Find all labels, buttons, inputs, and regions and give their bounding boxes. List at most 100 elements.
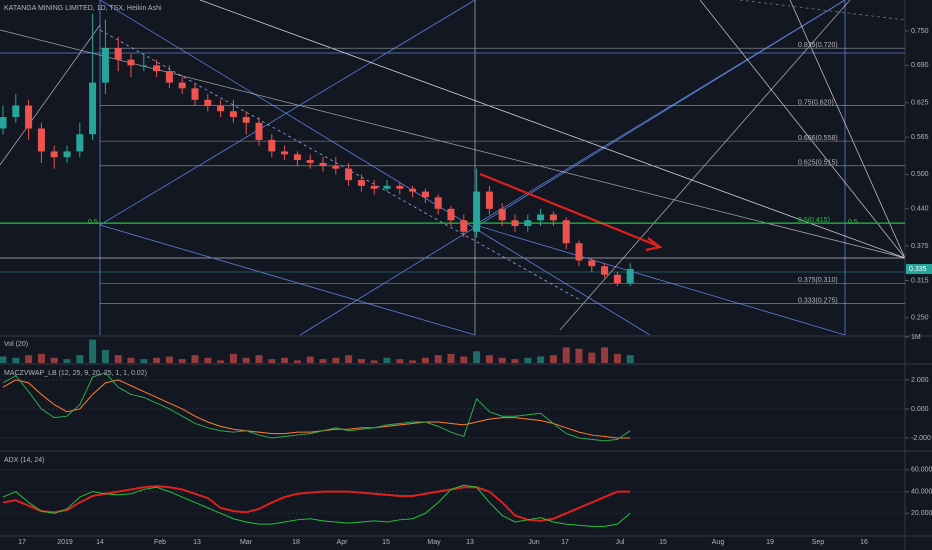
candle-body: [485, 191, 493, 209]
x-tick-label: Mar: [240, 539, 253, 546]
volume-bar: [524, 357, 532, 363]
fib-label: 0.875(0.720): [798, 42, 838, 49]
candle-body: [50, 151, 58, 158]
volume-bar: [613, 353, 621, 363]
y-tick-label: 60.000: [911, 467, 932, 474]
candle-body: [165, 71, 173, 83]
x-tick-label: 15: [382, 539, 390, 546]
candle-body: [268, 139, 276, 152]
fib-side-label: 0.5: [88, 219, 98, 226]
candle-body: [537, 214, 545, 221]
candle-body: [434, 197, 442, 209]
candle-body: [217, 105, 225, 112]
candle-body: [396, 185, 404, 189]
volume-bar: [511, 359, 519, 363]
volume-bar: [127, 357, 135, 363]
candle-body: [575, 243, 583, 261]
candle-body: [409, 188, 417, 192]
x-tick-label: 17: [18, 539, 26, 546]
volume-bar: [37, 353, 45, 363]
last-price-label: 0.335: [909, 266, 927, 273]
chart-title: KATANGA MINING LIMITED, 1D, TSX, Heikin …: [4, 5, 162, 12]
indicator-line: [2, 379, 631, 439]
candle-body: [498, 208, 506, 221]
y-tick-label: 0.690: [911, 62, 929, 69]
volume-bar: [178, 359, 186, 363]
indicator-line: [2, 484, 631, 527]
volume-bar: [114, 355, 122, 363]
volume-bar: [76, 355, 84, 363]
volume-bar: [281, 357, 289, 363]
volume-bar: [332, 357, 340, 363]
x-tick-label: Jul: [616, 539, 625, 546]
candle-body: [37, 128, 45, 152]
fib-label: 0.75(0.620): [798, 99, 834, 106]
volume-bar: [63, 359, 71, 363]
volume-bar: [165, 356, 173, 363]
y-tick-label: 2.000: [911, 377, 929, 384]
x-tick-label: Aug: [712, 539, 725, 546]
pane-title: Vol (20): [4, 341, 28, 348]
candle-body: [613, 274, 621, 284]
last-price-tag: [906, 264, 932, 275]
volume-bar: [383, 357, 391, 363]
candle-body: [511, 220, 519, 227]
candle-body: [255, 122, 263, 140]
volume-bar: [50, 357, 58, 363]
volume-bar: [447, 353, 455, 363]
candle-body: [332, 165, 340, 169]
volume-bar: [357, 359, 365, 363]
volume-bar: [575, 348, 583, 363]
candle-body: [0, 117, 7, 129]
fib-label: 0.666(0.558): [798, 135, 838, 142]
candle-body: [229, 111, 237, 118]
y-tick-label: -2.000: [911, 435, 931, 442]
volume-bar: [562, 347, 570, 363]
candle-body: [114, 48, 122, 60]
candle-body: [460, 220, 468, 232]
fib-label: 0.333(0.275): [798, 297, 838, 304]
x-tick-label: 15: [659, 539, 667, 546]
y-tick-label: 40.000: [911, 488, 932, 495]
candle-body: [357, 180, 365, 186]
volume-bar: [12, 357, 20, 363]
candle-body: [25, 105, 33, 129]
y-tick-label: 1M: [911, 334, 921, 341]
candle-body: [524, 220, 532, 227]
volume-bar: [396, 359, 404, 363]
volume-bar: [626, 355, 634, 363]
y-tick-label: 0.375: [911, 243, 929, 250]
candle-body: [127, 59, 135, 66]
volume-bar: [601, 347, 609, 363]
volume-bar: [204, 357, 212, 363]
volume-bar: [255, 355, 263, 363]
candle-body: [101, 48, 109, 83]
pane-title: MACZVWAP_LB (12, 25, 9, 20, 25, 1, 1, 0.…: [4, 370, 147, 377]
x-tick-label: 13: [193, 539, 201, 546]
candle-body: [549, 214, 557, 221]
volume-bar: [217, 360, 225, 363]
candle-body: [153, 65, 161, 72]
volume-bar: [242, 357, 250, 363]
volume-bar: [460, 356, 468, 363]
volume-bar: [498, 357, 506, 363]
candle-body: [76, 134, 84, 152]
volume-bar: [345, 355, 353, 363]
candle-body: [178, 82, 186, 89]
x-tick-label: May: [427, 539, 441, 546]
volume-bar: [434, 355, 442, 363]
candle-body: [601, 266, 609, 275]
volume-bar: [25, 355, 33, 363]
drawings: [0, 0, 906, 336]
candle-body: [588, 260, 596, 267]
volume-bar: [140, 359, 148, 363]
x-tick-label: Jun: [528, 539, 539, 546]
candle-body: [89, 82, 97, 135]
fib-side-label: 0.5: [848, 219, 858, 226]
volume-bar: [101, 350, 109, 363]
x-tick-label: 19: [766, 539, 774, 546]
volume-bar: [370, 360, 378, 363]
fib-label: 0.375(0.310): [798, 277, 838, 284]
